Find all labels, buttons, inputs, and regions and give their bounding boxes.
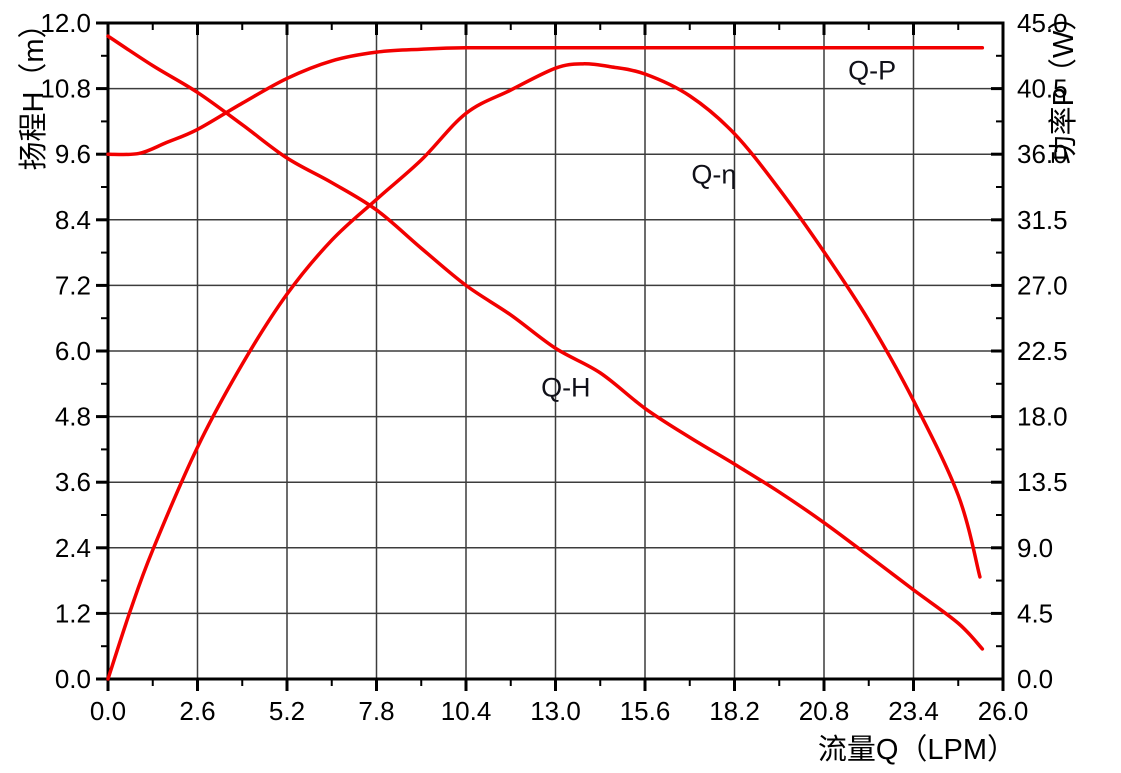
x-tick-label: 13.0 xyxy=(530,696,581,726)
y-right-tick-label: 4.5 xyxy=(1017,598,1053,628)
curve-label-q-eta: Q-η xyxy=(691,159,737,190)
right-axis-title: 功率P（W） xyxy=(1048,1,1080,165)
y-right-tick-label: 0.0 xyxy=(1017,664,1053,694)
y-right-tick-label: 27.0 xyxy=(1017,270,1068,300)
curve-q-eta xyxy=(106,62,982,681)
y-left-tick-label: 3.6 xyxy=(55,467,91,497)
y-right-tick-label: 18.0 xyxy=(1017,402,1068,432)
x-tick-label: 18.2 xyxy=(709,696,760,726)
x-tick-label: 5.2 xyxy=(269,696,305,726)
y-right-tick-label: 40.5 xyxy=(1017,74,1068,104)
y-left-tick-label: 6.0 xyxy=(55,336,91,366)
curve-q-h xyxy=(106,34,985,651)
y-left-tick-label: 9.6 xyxy=(55,139,91,169)
axis-ticks xyxy=(96,21,1005,691)
y-left-tick-label: 10.8 xyxy=(40,74,91,104)
y-left-tick-label: 12.0 xyxy=(40,8,91,38)
x-tick-label: 15.6 xyxy=(620,696,671,726)
y-right-tick-label: 9.0 xyxy=(1017,533,1053,563)
curve-label-q-h: Q-H xyxy=(541,372,591,403)
gridlines xyxy=(108,23,1003,679)
y-left-tick-label: 0.0 xyxy=(55,664,91,694)
tick-labels: 0.0 2.6 5.2 7.8 10.4 13.0 15.6 18.2 20.8 23.4 26.0… xyxy=(40,8,1067,726)
y-left-tick-label: 1.2 xyxy=(55,598,91,628)
y-right-tick-label: 36.0 xyxy=(1017,139,1068,169)
left-axis-title: 扬程H（m） xyxy=(18,9,50,171)
x-tick-label: 10.4 xyxy=(441,696,492,726)
x-tick-label: 2.6 xyxy=(179,696,215,726)
y-right-tick-label: 22.5 xyxy=(1017,336,1068,366)
y-left-tick-label: 7.2 xyxy=(55,270,91,300)
y-left-tick-label: 2.4 xyxy=(55,533,91,563)
x-tick-label: 26.0 xyxy=(978,696,1029,726)
curve-label-q-p: Q-P xyxy=(848,55,897,86)
x-tick-label: 23.4 xyxy=(888,696,939,726)
y-right-tick-label: 13.5 xyxy=(1017,467,1068,497)
y-left-tick-label: 4.8 xyxy=(55,402,91,432)
x-tick-label: 7.8 xyxy=(358,696,394,726)
x-axis-title: 流量Q（LPM） xyxy=(817,734,1016,766)
y-right-tick-label: 31.5 xyxy=(1017,205,1068,235)
y-left-tick-label: 8.4 xyxy=(55,205,91,235)
x-tick-label: 20.8 xyxy=(799,696,850,726)
x-tick-label: 0.0 xyxy=(90,696,126,726)
curve-q-p xyxy=(106,45,985,157)
y-right-tick-label: 45.0 xyxy=(1017,8,1068,38)
